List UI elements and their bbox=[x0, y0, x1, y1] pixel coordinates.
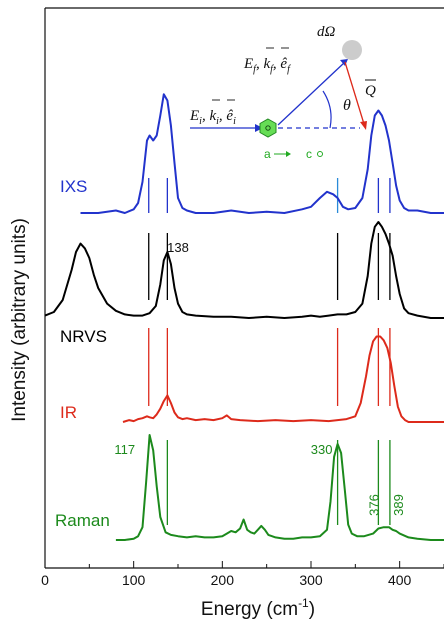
q-arrowhead bbox=[360, 121, 367, 130]
reference-lines bbox=[148, 178, 391, 525]
x-axis: 0 100 200 300 400 bbox=[41, 561, 444, 588]
y-axis-label: Intensity (arbitrary units) bbox=[9, 218, 30, 422]
theta-label: θ bbox=[343, 97, 351, 114]
solid-angle-label: dΩ bbox=[317, 24, 336, 40]
x-tick-label: 300 bbox=[299, 572, 323, 588]
scattering-geometry-inset: Ei, ki, êi Ef, kf, êf dΩ θ Q a c bbox=[189, 24, 376, 161]
series-raman-line bbox=[115, 434, 444, 541]
series-ixs-line bbox=[80, 93, 444, 214]
peak-label-330: 330 bbox=[311, 442, 333, 457]
x-axis-label: Energy (cm-1) bbox=[201, 596, 315, 620]
series-ir-line bbox=[122, 335, 444, 423]
scattered-beam-label: Ef, kf, êf bbox=[243, 56, 291, 75]
theta-arc bbox=[322, 90, 332, 129]
series-label-nrvs: NRVS bbox=[60, 327, 107, 346]
peak-label-376: 376 bbox=[366, 494, 381, 516]
vector-marks bbox=[212, 47, 289, 101]
x-tick-label: 400 bbox=[388, 572, 412, 588]
x-tick-label: 0 bbox=[41, 572, 49, 588]
crystal-axis-a-label: a bbox=[264, 147, 271, 161]
plot-frame bbox=[44, 7, 444, 569]
ring-center-icon bbox=[265, 125, 271, 131]
scattered-beam-arrow bbox=[277, 61, 346, 126]
peak-label-389: 389 bbox=[391, 494, 406, 516]
crystal-axis-c-label: c bbox=[306, 147, 312, 161]
peak-annotations: 138 117 330 376 389 bbox=[114, 240, 406, 516]
benzene-ring-icon bbox=[259, 118, 277, 138]
x-tick-label: 200 bbox=[211, 572, 235, 588]
axis-a-arrowhead-icon bbox=[286, 151, 291, 157]
incident-arrowhead bbox=[255, 124, 263, 132]
q-label: Q bbox=[365, 83, 376, 99]
series-label-raman: Raman bbox=[55, 511, 110, 530]
series-labels: IXS NRVS IR Raman bbox=[55, 177, 110, 530]
spectra-series bbox=[44, 93, 444, 541]
peak-label-138: 138 bbox=[167, 240, 189, 255]
peak-label-117: 117 bbox=[114, 442, 135, 457]
x-tick-label: 100 bbox=[122, 572, 146, 588]
detector-disc bbox=[342, 40, 362, 60]
axis-c-out-of-plane-icon bbox=[317, 151, 323, 157]
series-label-ir: IR bbox=[60, 403, 77, 422]
scattered-arrowhead bbox=[340, 59, 348, 66]
momentum-transfer-arrow bbox=[344, 61, 365, 125]
incident-beam-label: Ei, ki, êi bbox=[189, 108, 236, 127]
series-nrvs-line bbox=[44, 221, 444, 319]
series-label-ixs: IXS bbox=[60, 177, 87, 196]
